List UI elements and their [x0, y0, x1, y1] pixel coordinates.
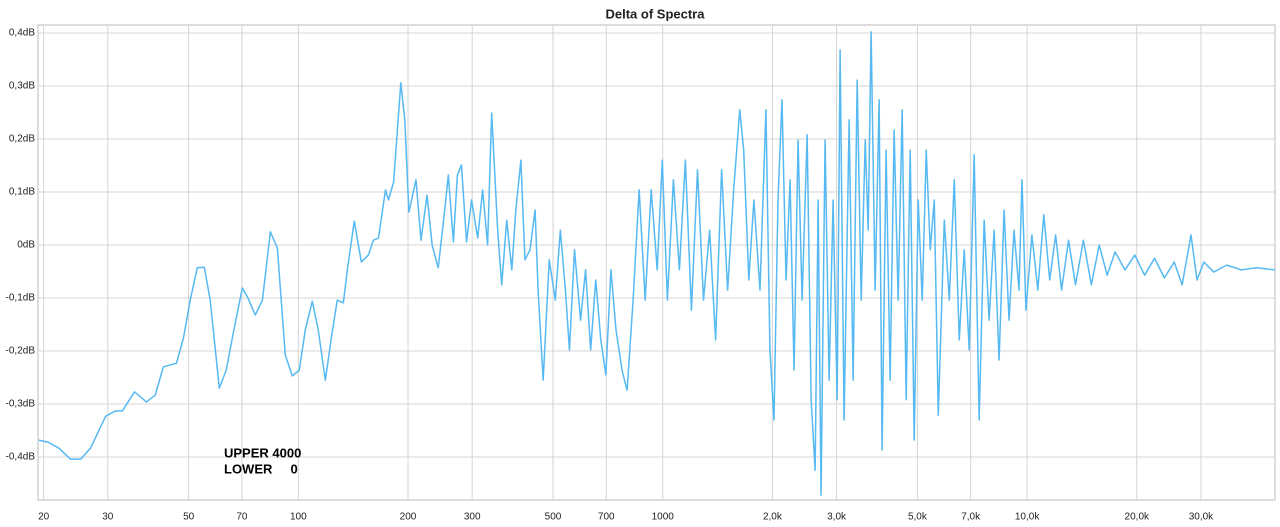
x-tick-label: 50: [183, 512, 195, 523]
y-tick-label: 0dB: [17, 240, 35, 251]
x-tick-label: 7,0k: [961, 512, 981, 523]
y-tick-label: 0,4dB: [9, 28, 35, 39]
x-tick-label: 1000: [652, 512, 675, 523]
x-tick-label: 5,0k: [908, 512, 928, 523]
annotation: UPPER 4000: [224, 445, 301, 460]
data-line: [38, 31, 1276, 496]
chart-title: Delta of Spectra: [606, 6, 706, 21]
y-tick-label: -0,3dB: [6, 399, 36, 410]
x-tick-label: 2,0k: [763, 512, 783, 523]
x-tick-label: 500: [545, 512, 562, 523]
x-tick-label: 30: [102, 512, 114, 523]
x-tick-label: 10,0k: [1015, 512, 1040, 523]
y-tick-label: -0,1dB: [6, 293, 36, 304]
y-tick-label: 0,3dB: [9, 81, 35, 92]
x-tick-label: 100: [290, 512, 307, 523]
x-tick-label: 20,0k: [1125, 512, 1150, 523]
y-tick-label: -0,2dB: [6, 346, 36, 357]
x-tick-label: 30,0k: [1189, 512, 1214, 523]
y-tick-label: -0,4dB: [6, 452, 36, 463]
x-tick-label: 3,0k: [827, 512, 847, 523]
x-tick-label: 200: [400, 512, 417, 523]
x-tick-label: 300: [464, 512, 481, 523]
x-tick-label: 20: [38, 512, 50, 523]
y-tick-label: 0,1dB: [9, 187, 35, 198]
x-tick-label: 700: [598, 512, 615, 523]
annotation: LOWER 0: [224, 461, 298, 476]
y-tick-label: 0,2dB: [9, 134, 35, 145]
plot-frame: [37, 24, 1276, 501]
x-tick-label: 70: [236, 512, 248, 523]
